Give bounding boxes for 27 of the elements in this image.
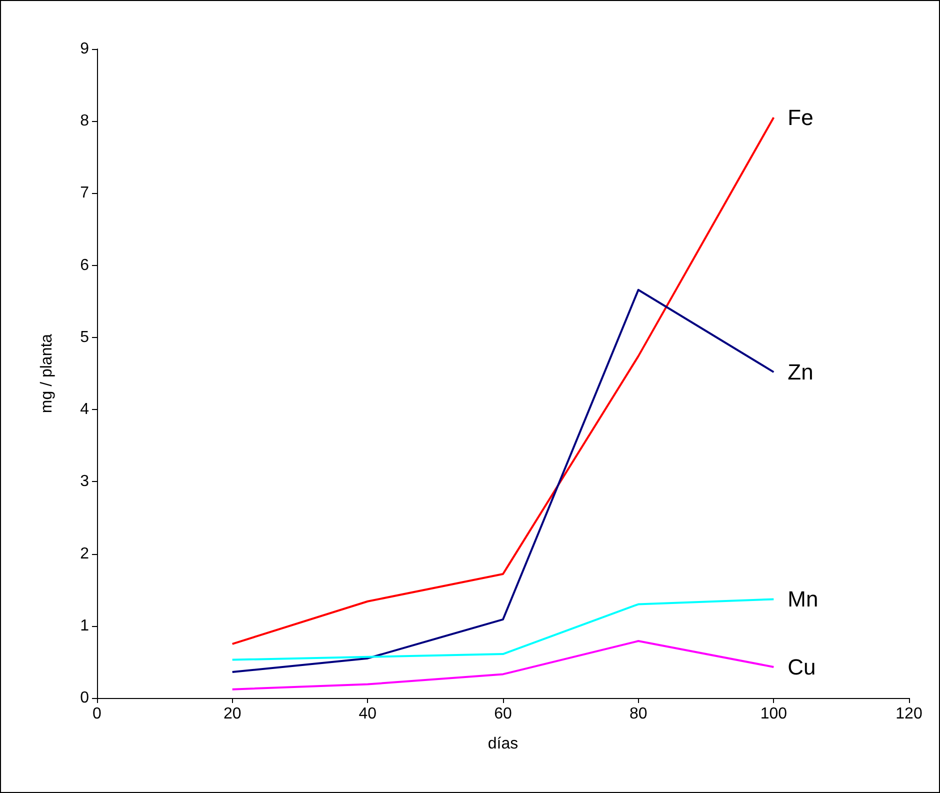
x-tick-label: 120 [896, 706, 922, 722]
x-tick-label: 80 [629, 706, 648, 722]
y-tick-label: 3 [80, 473, 90, 490]
x-axis-title: días [488, 736, 518, 752]
series-label: Cu [788, 654, 816, 680]
y-tick-label: 5 [80, 328, 90, 346]
x-tick-label: 40 [358, 706, 377, 722]
x-tick-label: 0 [92, 706, 102, 722]
line-series [231, 288, 775, 674]
y-tick-label: 1 [80, 617, 90, 634]
y-tick-label: 9 [80, 40, 90, 58]
y-tick-label: 6 [80, 256, 90, 274]
line-series [231, 116, 775, 645]
series-label: Mn [788, 586, 818, 612]
y-tick-label: 4 [80, 401, 90, 418]
y-tick-label: 0 [80, 690, 90, 706]
x-tick-label: 100 [760, 706, 788, 722]
y-axis-title: mg / planta [38, 334, 56, 414]
series-label: Zn [788, 360, 814, 385]
x-tick-label: 60 [494, 706, 512, 722]
series-label: Fe [788, 105, 814, 130]
y-tick-label: 8 [80, 112, 90, 130]
x-tick-label: 20 [223, 706, 242, 722]
line-series [231, 598, 775, 661]
y-tick-label: 7 [80, 184, 90, 202]
y-tick-label: 2 [80, 545, 90, 562]
line-series [231, 640, 775, 690]
